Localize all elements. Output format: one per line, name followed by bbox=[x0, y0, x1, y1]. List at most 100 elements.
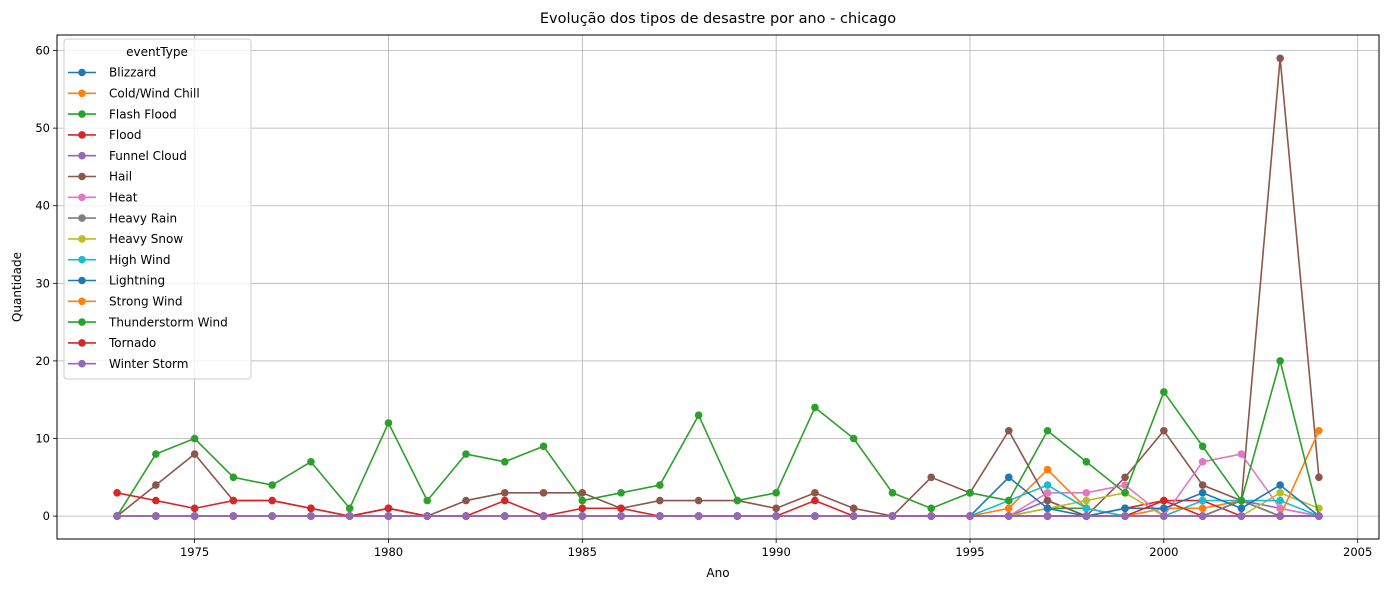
data-point-winter-storm bbox=[888, 512, 897, 520]
legend-label: Lightning bbox=[109, 274, 165, 288]
legend-label: Tornado bbox=[108, 336, 156, 350]
data-point-thunderstorm-wind bbox=[152, 450, 160, 458]
data-point-hail bbox=[1004, 426, 1013, 435]
legend-item-strong-wind: Strong Wind bbox=[68, 295, 183, 309]
legend-item-heat: Heat bbox=[68, 191, 138, 205]
legend-label: Winter Storm bbox=[109, 357, 188, 371]
data-point-hail bbox=[500, 489, 509, 497]
data-point-winter-storm bbox=[384, 512, 393, 520]
y-axis-ticks: 0 10 20 30 40 50 60 bbox=[35, 44, 57, 523]
legend-marker bbox=[78, 151, 86, 160]
data-point-winter-storm bbox=[811, 512, 819, 520]
legend-item-heavy-rain: Heavy Rain bbox=[68, 211, 177, 225]
data-point-hail bbox=[190, 450, 199, 458]
legend-marker bbox=[78, 297, 86, 306]
series-layer bbox=[113, 54, 1323, 520]
data-point-winter-storm bbox=[1237, 512, 1246, 520]
data-point-lightning bbox=[1276, 481, 1284, 489]
legend-marker bbox=[78, 110, 86, 118]
data-point-heavy-snow bbox=[1276, 489, 1284, 497]
data-point-tornado bbox=[578, 504, 587, 513]
data-point-winter-storm bbox=[345, 512, 354, 520]
data-point-hail bbox=[1315, 473, 1323, 482]
data-point-winter-storm bbox=[307, 512, 315, 520]
x-tick-label: 1990 bbox=[762, 545, 791, 559]
data-point-thunderstorm-wind bbox=[927, 504, 936, 513]
series-line-thunderstorm-wind bbox=[116, 360, 1320, 517]
y-tick-label: 20 bbox=[35, 354, 50, 368]
data-point-cold-wind-chill bbox=[1198, 504, 1207, 513]
data-point-thunderstorm-wind bbox=[694, 411, 703, 420]
data-point-winter-storm bbox=[849, 512, 858, 520]
data-point-thunderstorm-wind bbox=[1198, 442, 1207, 451]
data-point-winter-storm bbox=[1315, 512, 1323, 520]
legend-item-tornado: Tornado bbox=[68, 336, 156, 350]
data-point-hail bbox=[462, 496, 470, 505]
data-point-hail bbox=[1198, 481, 1207, 489]
data-point-tornado bbox=[190, 504, 199, 513]
legend-marker bbox=[78, 172, 86, 181]
legend-item-lightning: Lightning bbox=[68, 274, 165, 288]
data-point-thunderstorm-wind bbox=[462, 450, 470, 458]
data-point-winter-storm bbox=[113, 512, 121, 520]
data-point-tornado bbox=[811, 496, 819, 505]
data-point-tornado bbox=[1160, 496, 1168, 505]
x-tick-label: 1975 bbox=[180, 545, 209, 559]
data-point-winter-storm bbox=[966, 512, 974, 520]
data-point-tornado bbox=[500, 496, 509, 505]
data-point-thunderstorm-wind bbox=[733, 496, 742, 505]
legend-marker bbox=[78, 193, 86, 202]
data-point-thunderstorm-wind bbox=[1004, 496, 1013, 505]
legend-marker bbox=[78, 339, 86, 347]
legend-label: Thunderstorm Wind bbox=[108, 315, 228, 329]
data-point-thunderstorm-wind bbox=[966, 489, 974, 497]
data-point-winter-storm bbox=[500, 512, 509, 520]
data-point-thunderstorm-wind bbox=[307, 457, 315, 466]
data-point-thunderstorm-wind bbox=[656, 481, 664, 489]
legend-box bbox=[63, 38, 252, 380]
data-point-winter-storm bbox=[1004, 512, 1013, 520]
data-point-lightning bbox=[1121, 504, 1129, 513]
data-point-winter-storm bbox=[694, 512, 703, 520]
data-point-winter-storm bbox=[229, 512, 238, 520]
data-point-thunderstorm-wind bbox=[500, 457, 509, 466]
data-point-lightning bbox=[1004, 473, 1013, 482]
data-point-thunderstorm-wind bbox=[190, 434, 199, 443]
legend-marker bbox=[78, 235, 86, 243]
data-point-hail bbox=[1121, 473, 1129, 482]
data-point-thunderstorm-wind bbox=[384, 419, 393, 427]
legend-label: Cold/Wind Chill bbox=[109, 87, 200, 101]
y-tick-label: 0 bbox=[43, 509, 50, 523]
data-point-winter-storm bbox=[1198, 512, 1207, 520]
legend-item-hail: Hail bbox=[68, 170, 132, 184]
legend-label: Heavy Rain bbox=[109, 211, 177, 225]
plot-frame bbox=[56, 34, 1380, 540]
series-winter-storm bbox=[113, 512, 1323, 520]
y-tick-label: 40 bbox=[35, 199, 50, 213]
legend-label: Funnel Cloud bbox=[109, 149, 187, 163]
data-point-thunderstorm-wind bbox=[1121, 489, 1129, 497]
data-point-hail bbox=[656, 496, 664, 505]
y-tick-label: 60 bbox=[35, 44, 50, 58]
data-point-hail bbox=[152, 481, 160, 489]
legend-label: High Wind bbox=[109, 253, 171, 267]
x-tick-label: 2005 bbox=[1343, 545, 1372, 559]
data-point-tornado bbox=[268, 496, 276, 505]
data-point-tornado bbox=[617, 504, 625, 513]
data-point-hail bbox=[1276, 54, 1284, 63]
data-point-winter-storm bbox=[1043, 512, 1052, 520]
data-point-high-wind bbox=[1198, 496, 1207, 505]
chart-title: Evolução dos tipos de desastre por ano -… bbox=[540, 11, 896, 27]
data-point-winter-storm bbox=[656, 512, 664, 520]
data-point-lightning bbox=[1198, 489, 1207, 497]
data-point-thunderstorm-wind bbox=[1043, 426, 1052, 435]
legend-label: Blizzard bbox=[109, 66, 156, 80]
x-tick-label: 1980 bbox=[374, 545, 403, 559]
legend-label: Hail bbox=[109, 170, 132, 184]
legend-item-funnel-cloud: Funnel Cloud bbox=[68, 149, 187, 163]
data-point-winter-storm bbox=[617, 512, 625, 520]
data-point-thunderstorm-wind bbox=[811, 403, 819, 412]
data-point-tornado bbox=[384, 504, 393, 513]
legend-title: eventType bbox=[126, 45, 188, 59]
